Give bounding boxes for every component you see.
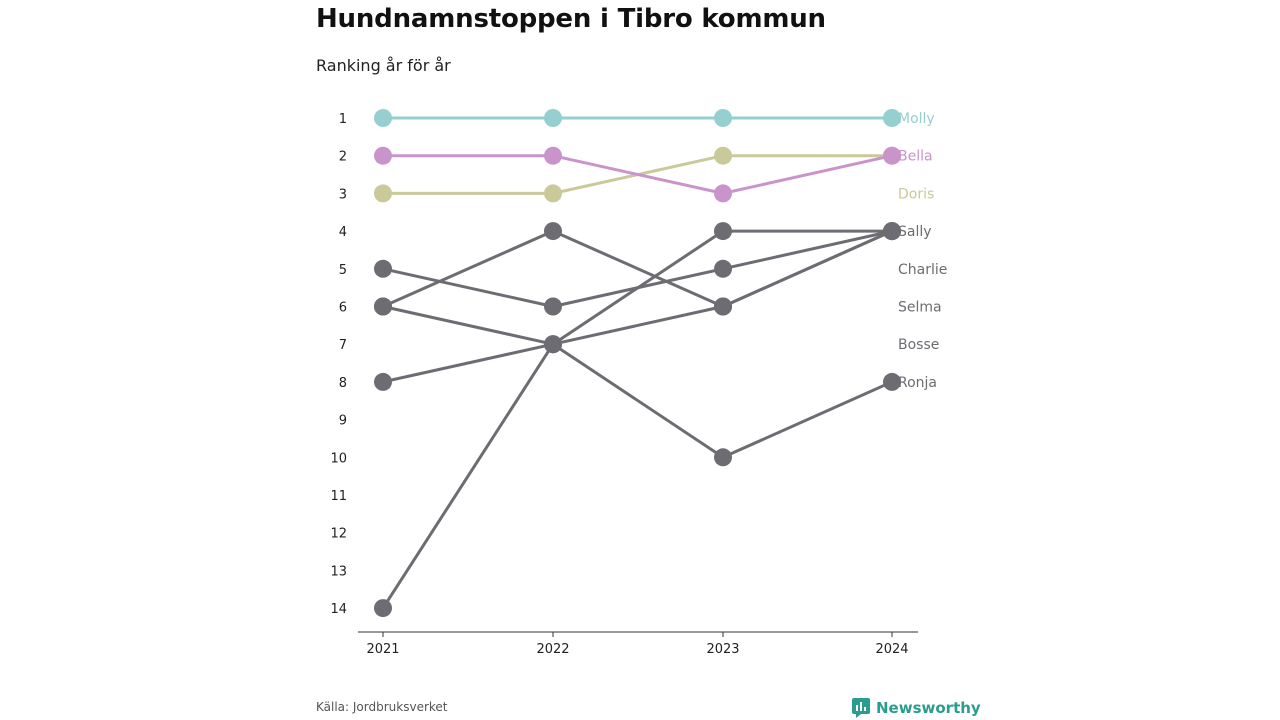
data-point <box>883 222 901 241</box>
x-tick-label: 2021 <box>366 642 399 657</box>
y-tick-label: 7 <box>339 338 347 353</box>
y-tick-label: 5 <box>339 263 347 278</box>
data-point <box>714 297 732 316</box>
series-label-bosse: Bosse <box>898 337 939 353</box>
y-tick-label: 13 <box>330 564 347 579</box>
series-label-molly: Molly <box>898 111 935 127</box>
data-point <box>374 184 392 203</box>
series-molly <box>374 109 901 127</box>
series-label-bella: Bella <box>898 149 933 165</box>
brand-logo: Newsworthy <box>852 697 981 719</box>
source-note: Källa: Jordbruksverket <box>316 700 448 714</box>
x-tick-label: 2022 <box>536 642 569 657</box>
y-tick-label: 14 <box>330 602 347 617</box>
chart-series <box>374 109 901 618</box>
brand-name: Newsworthy <box>876 699 981 717</box>
series-ronja <box>374 297 901 467</box>
series-bosse <box>374 222 901 618</box>
data-point <box>374 109 392 127</box>
x-tick-label: 2024 <box>875 642 908 657</box>
series-end-labels: Molly Bella Doris Sally Charlie Selma Bosse Ron… <box>898 111 947 391</box>
series-line <box>381 154 894 195</box>
y-tick-label: 4 <box>339 225 347 240</box>
data-point <box>544 335 562 354</box>
y-tick-label: 8 <box>339 376 347 391</box>
data-point <box>544 184 562 203</box>
data-point <box>374 599 392 618</box>
series-label-selma: Selma <box>898 300 942 316</box>
data-point <box>714 184 732 203</box>
data-point <box>883 146 901 165</box>
y-tick-label: 3 <box>339 187 347 202</box>
data-point <box>714 448 732 467</box>
data-point <box>714 259 732 278</box>
x-axis: 2021 2022 2023 2024 <box>358 631 918 657</box>
data-point <box>374 146 392 165</box>
data-point <box>714 146 732 165</box>
data-point <box>544 109 562 127</box>
series-line <box>381 305 894 459</box>
series-line <box>381 229 894 384</box>
data-point <box>374 297 392 316</box>
chart-subtitle: Ranking år för år <box>316 56 451 75</box>
data-point <box>714 109 732 127</box>
series-label-ronja: Ronja <box>898 375 937 391</box>
y-tick-label: 12 <box>330 527 347 542</box>
data-point <box>374 372 392 391</box>
series-label-charlie: Charlie <box>898 262 947 278</box>
data-point <box>883 109 901 127</box>
chart-title: Hundnamnstoppen i Tibro kommun <box>316 4 826 34</box>
series-label-doris: Doris <box>898 186 934 202</box>
series-bella <box>374 146 901 203</box>
data-point <box>544 146 562 165</box>
y-tick-label: 6 <box>339 301 347 316</box>
series-label-sally: Sally <box>898 224 932 240</box>
y-tick-label: 2 <box>339 150 347 165</box>
y-tick-label: 9 <box>339 414 347 429</box>
data-point <box>544 222 562 241</box>
series-line <box>381 229 894 308</box>
x-tick-label: 2023 <box>706 642 739 657</box>
data-point <box>374 259 392 278</box>
data-point <box>714 222 732 241</box>
series-sally <box>374 222 901 316</box>
newsworthy-logo-icon <box>852 698 870 718</box>
y-tick-label: 1 <box>339 112 347 127</box>
y-tick-label: 10 <box>330 451 347 466</box>
y-tick-label: 11 <box>330 489 347 504</box>
data-point <box>883 372 901 391</box>
series-line <box>381 229 894 308</box>
data-point <box>544 297 562 316</box>
